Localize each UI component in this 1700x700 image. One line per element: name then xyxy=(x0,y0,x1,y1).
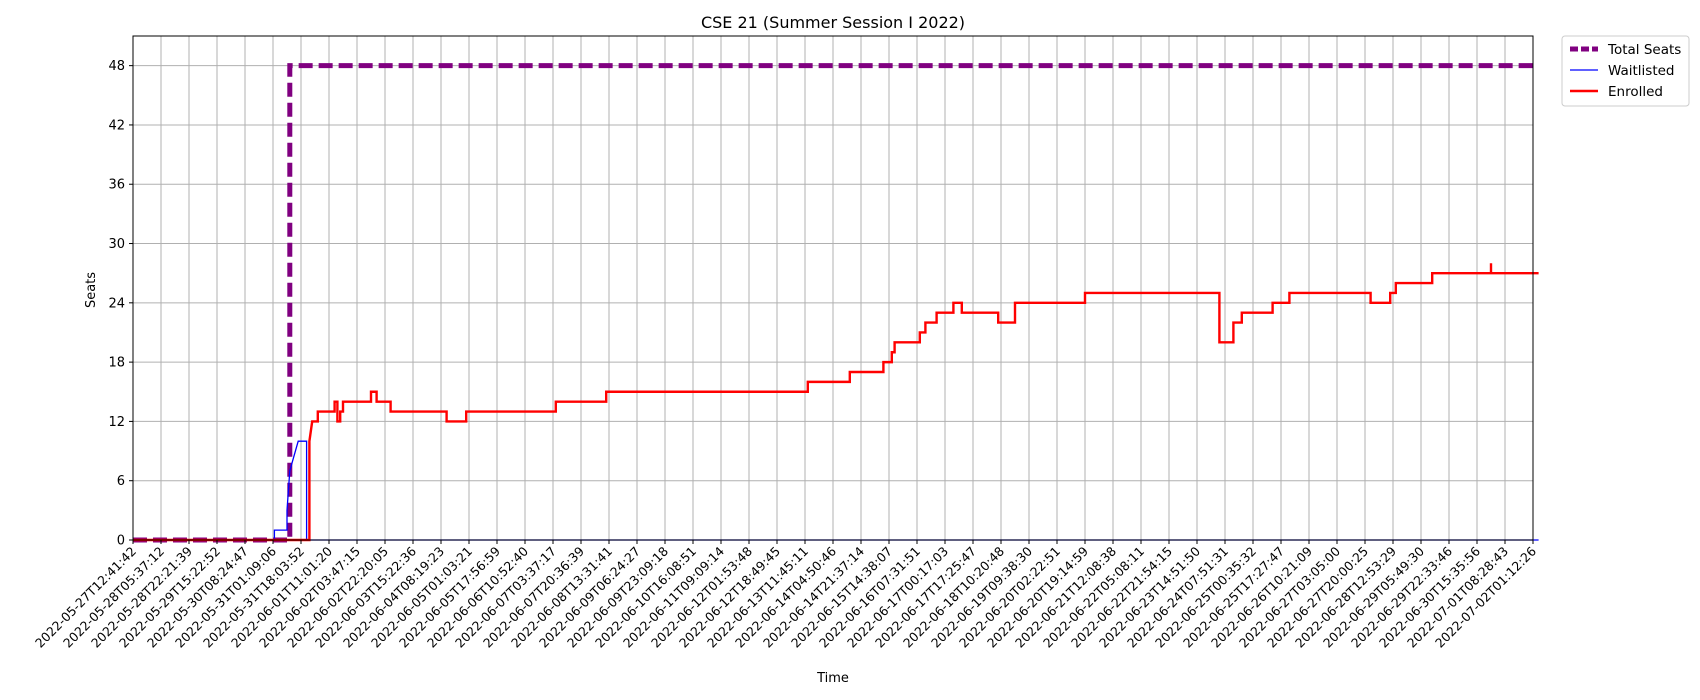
legend-label: Total Seats xyxy=(1607,42,1681,58)
legend-box xyxy=(1561,35,1690,107)
y-tick-label: 12 xyxy=(108,415,125,430)
y-tick-label: 42 xyxy=(108,118,125,133)
y-tick-label: 48 xyxy=(108,59,125,74)
y-axis: 0 6 12 18 24 30 36 42 48 xyxy=(108,59,133,549)
x-axis-label: Time xyxy=(816,671,849,686)
legend: Total Seats Waitlisted Enrolled xyxy=(1561,35,1690,107)
y-axis-label: Seats xyxy=(84,272,99,308)
y-tick-label: 6 xyxy=(117,474,125,489)
series-waitlisted-line xyxy=(133,440,1539,541)
chart-title: CSE 21 (Summer Session I 2022) xyxy=(701,13,965,32)
y-tick-label: 24 xyxy=(108,296,125,311)
legend-label: Enrolled xyxy=(1608,84,1663,100)
y-tick-label: 36 xyxy=(108,178,125,193)
y-tick-label: 18 xyxy=(108,356,125,371)
series-lines xyxy=(133,63,1539,543)
grid xyxy=(132,36,1534,541)
series-enrolled-line xyxy=(133,263,1539,542)
y-tick-label: 30 xyxy=(108,237,125,252)
y-tick-label: 0 xyxy=(117,534,125,549)
x-axis: 2022-05-27T12:41:422022-05-28T05:37:1220… xyxy=(32,540,1539,651)
legend-label: Waitlisted xyxy=(1608,63,1675,79)
series-total-seats-line xyxy=(133,63,1539,543)
